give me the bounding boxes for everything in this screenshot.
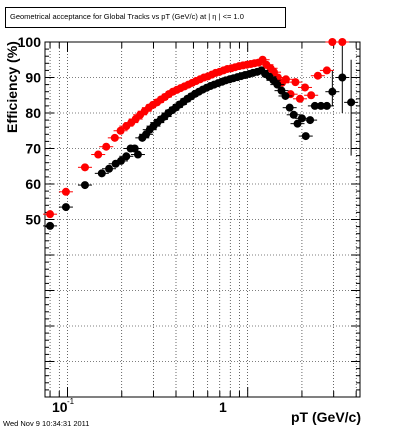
data-point (46, 221, 55, 230)
axis-ticks (45, 41, 360, 398)
data-point (307, 91, 316, 100)
y-tick-labels: 50 60 70 80 90 100 (18, 34, 42, 228)
data-point (301, 132, 310, 141)
error-bars (331, 42, 352, 156)
data-point (306, 116, 315, 125)
y-tick-label: 100 (18, 34, 42, 50)
timestamp: Wed Nov 9 10:34:31 2011 (3, 419, 90, 428)
data-point (322, 101, 331, 110)
y-tick-label: 60 (25, 176, 41, 192)
y-axis-label: Efficiency (%) (4, 41, 20, 133)
data-point (281, 91, 290, 100)
data-point (80, 181, 89, 190)
data-point (273, 80, 282, 89)
y-tick-label: 80 (25, 105, 41, 121)
data-point (102, 142, 111, 151)
x-tick-label-one: 1 (219, 399, 227, 415)
chart-title: Geometrical acceptance for Global Tracks… (10, 12, 244, 21)
data-point (116, 126, 125, 135)
chart-title-box: Geometrical acceptance for Global Tracks… (5, 7, 286, 28)
data-point (61, 203, 70, 212)
data-point (297, 114, 306, 123)
data-point (301, 83, 310, 92)
data-point (281, 75, 290, 84)
data-points (43, 38, 359, 230)
data-point (97, 169, 106, 178)
data-point (338, 73, 347, 82)
data-point (347, 98, 356, 107)
data-point (105, 164, 114, 173)
data-point (328, 38, 337, 46)
data-point (285, 103, 294, 112)
data-point (61, 187, 70, 196)
data-point (289, 110, 298, 119)
data-point (122, 152, 131, 161)
x-tick-label-tenth-base: 10 (52, 399, 68, 415)
data-point (328, 87, 337, 96)
data-point (110, 133, 119, 142)
data-point (291, 78, 300, 87)
data-point (80, 163, 89, 172)
y-tick-label: 90 (25, 70, 41, 86)
data-point (293, 119, 302, 128)
data-point (295, 94, 304, 103)
data-point (133, 150, 142, 159)
x-axis-label: pT (GeV/c) (291, 409, 361, 425)
grid (45, 41, 360, 398)
data-point (313, 71, 322, 80)
x-tick-label-tenth-exponent: -1 (67, 397, 75, 406)
data-point (46, 210, 55, 219)
data-point (338, 38, 347, 46)
y-tick-label: 70 (25, 141, 41, 157)
data-point (94, 150, 103, 159)
data-point (116, 156, 125, 165)
y-tick-label: 50 (25, 212, 41, 228)
data-point (130, 144, 139, 153)
data-point (322, 66, 331, 75)
